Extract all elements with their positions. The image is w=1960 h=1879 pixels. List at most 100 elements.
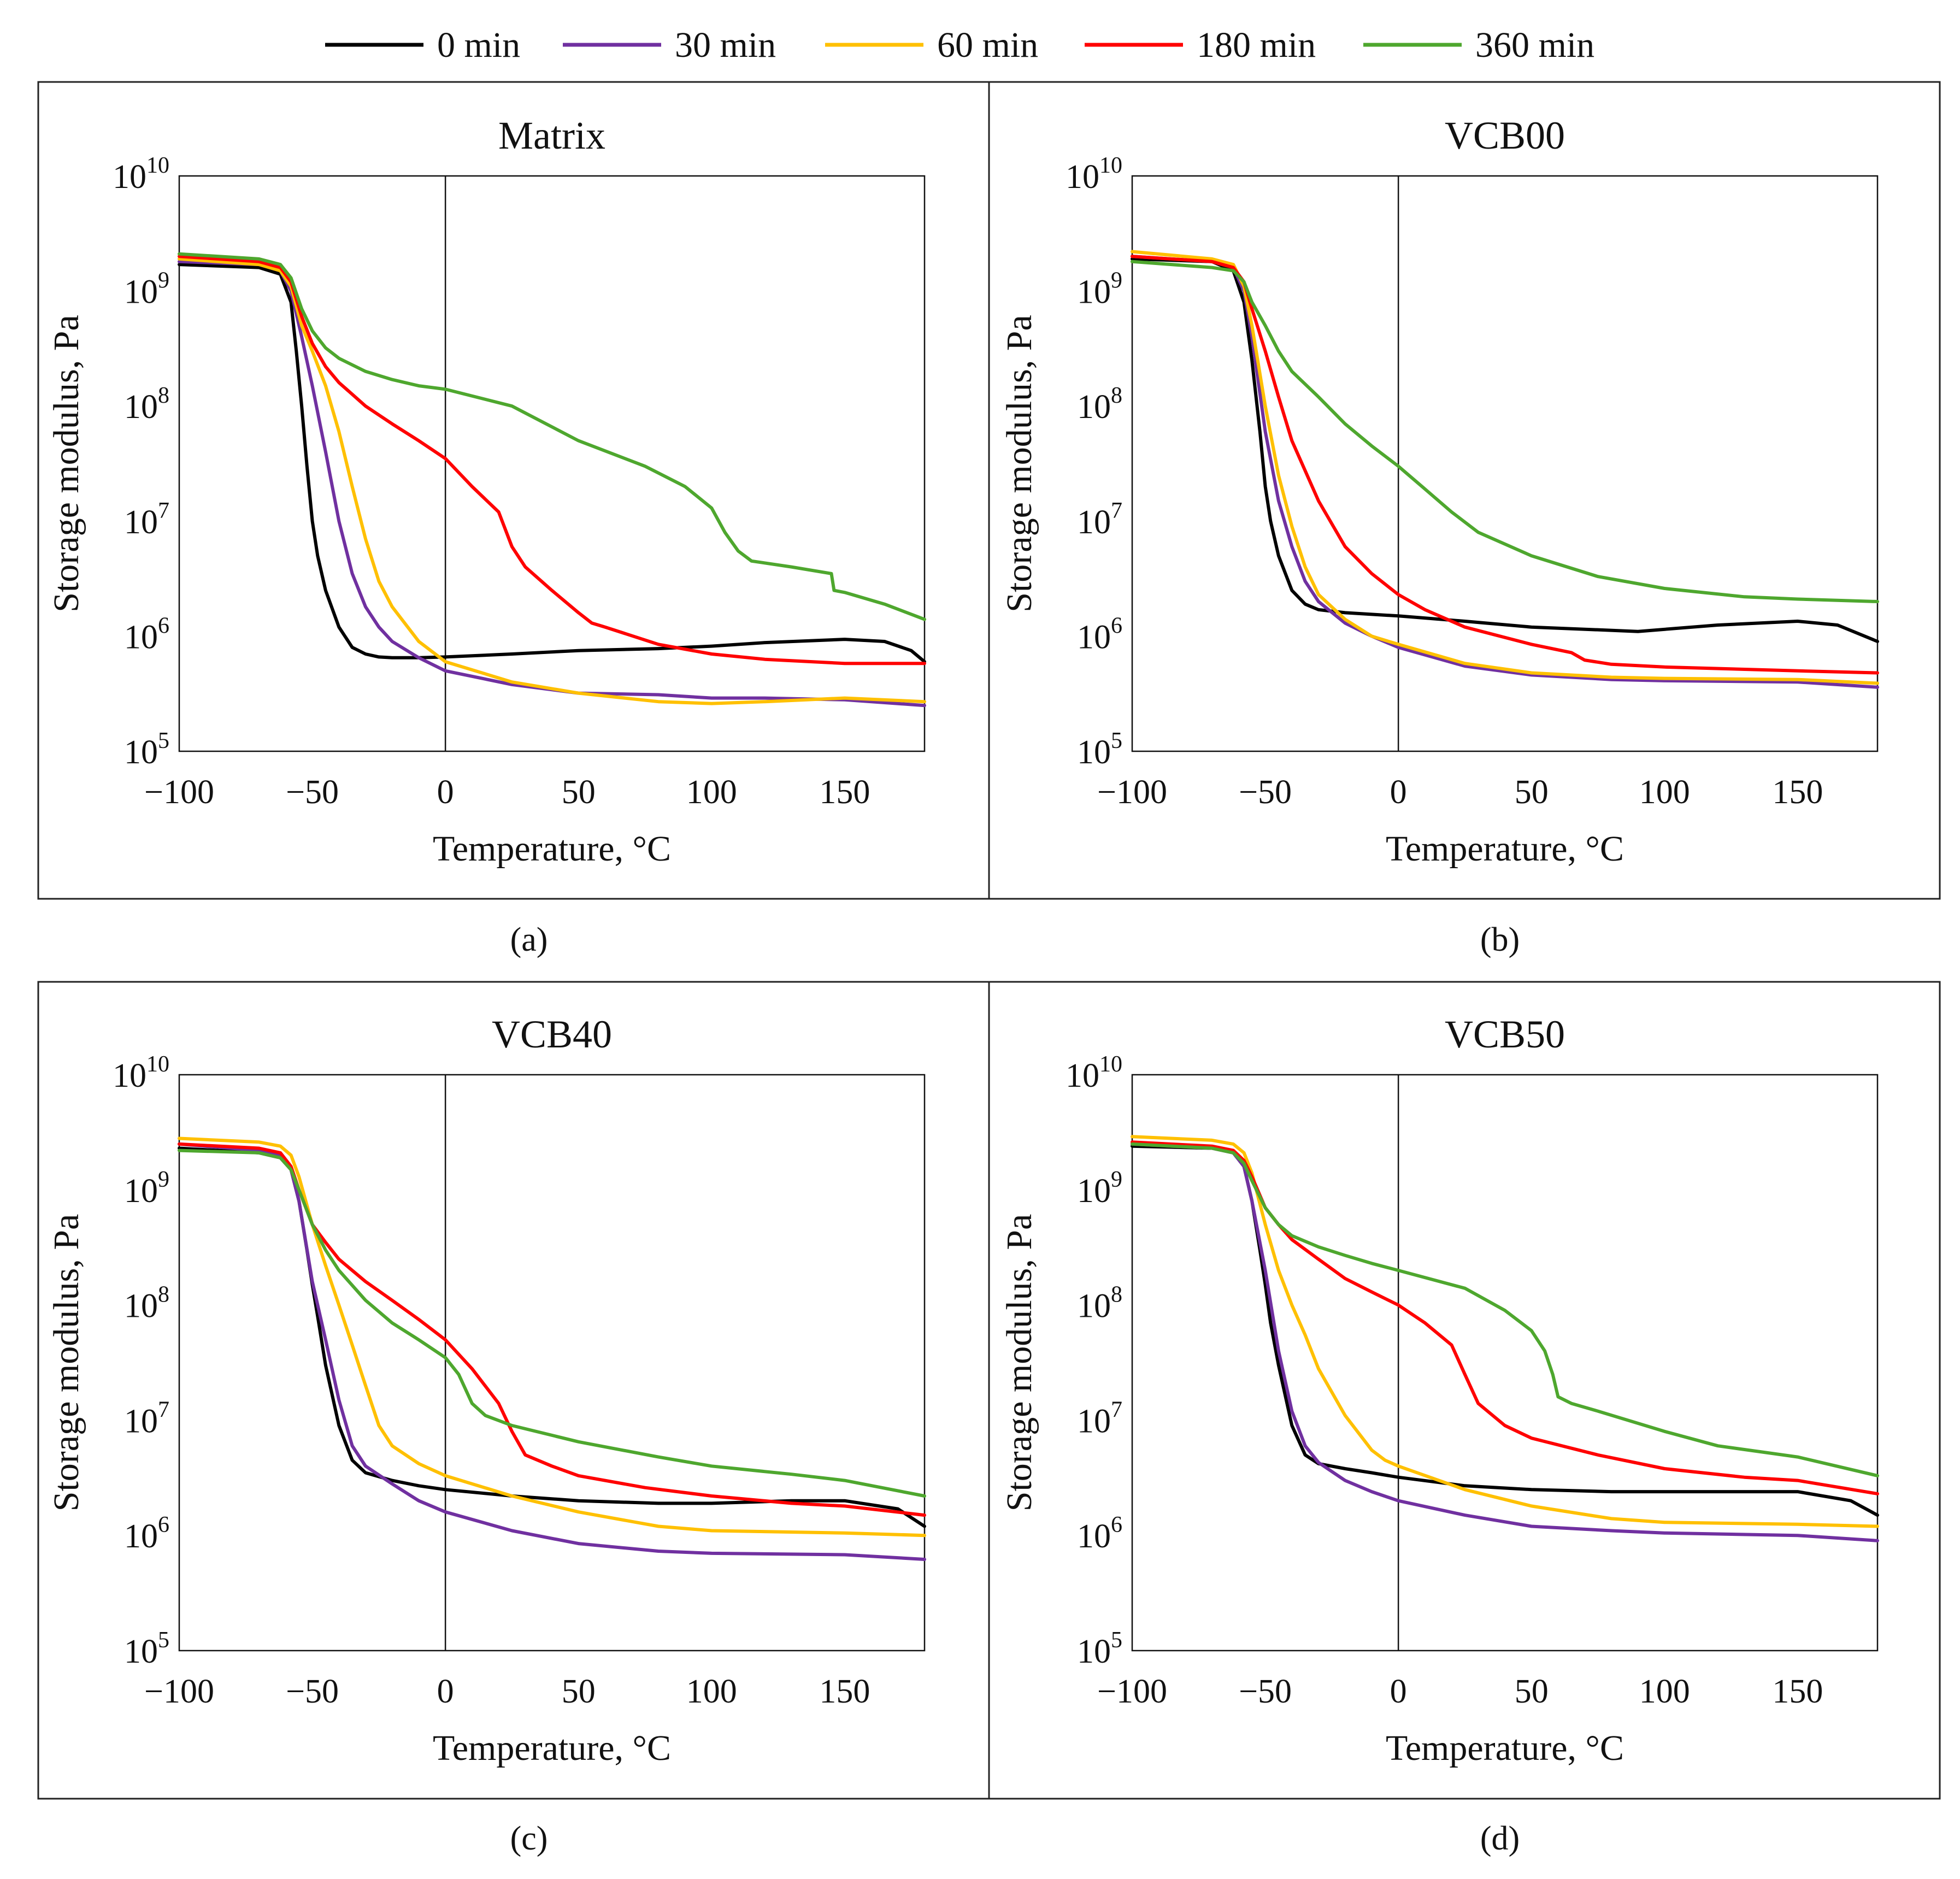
x-tick-label: 50 <box>1515 774 1549 811</box>
plot-area <box>1131 1074 1879 1652</box>
x-tick-label: −100 <box>1097 1673 1167 1710</box>
series-line-180min <box>178 255 926 665</box>
x-tick-label: −50 <box>286 774 339 811</box>
y-tick-label: 108 <box>124 383 169 426</box>
x-axis-label: Temperature, °C <box>1386 1728 1624 1768</box>
y-axis-label: Storage modulus, Pa <box>46 1214 86 1511</box>
x-tick-label: −50 <box>1239 774 1292 811</box>
chart-title: VCB00 <box>1445 114 1565 157</box>
series-line-360min <box>1131 1142 1879 1477</box>
x-tick-label: −100 <box>1097 774 1167 811</box>
plot-area <box>1131 175 1879 752</box>
legend-item-0min: 0 min <box>325 25 520 65</box>
series-line-360min <box>178 252 926 621</box>
x-tick-label: 0 <box>437 1673 454 1710</box>
x-tick-label: −50 <box>1239 1673 1292 1710</box>
y-tick-label: 108 <box>1077 383 1122 426</box>
chart-panel-vcb40: VCB40 −100 −50 0 50 100 150 105 106 107 108 109 1010… <box>46 1012 926 1768</box>
y-tick-label: 107 <box>124 498 169 541</box>
y-tick-label: 107 <box>1077 1397 1122 1440</box>
legend: 0 min 30 min 60 min 180 min 360 min <box>325 25 1594 65</box>
legend-label: 30 min <box>675 25 776 65</box>
legend-item-60min: 60 min <box>825 25 1038 65</box>
series-line-0min <box>1131 257 1879 643</box>
x-tick-label: −50 <box>286 1673 339 1710</box>
y-tick-label: 108 <box>1077 1282 1122 1325</box>
y-tick-label: 109 <box>124 268 169 311</box>
x-axis-label: Temperature, °C <box>1386 829 1624 869</box>
series-line-30min <box>178 1142 926 1561</box>
series-line-360min <box>178 1148 926 1498</box>
y-tick-label: 109 <box>1077 1167 1122 1210</box>
plot-area <box>178 175 926 752</box>
series-line-180min <box>1131 255 1879 675</box>
x-tick-label: 100 <box>1639 774 1690 811</box>
panel-caption-a: (a) <box>510 921 548 958</box>
chart-title: Matrix <box>498 114 605 157</box>
y-tick-label: 1010 <box>1066 1052 1122 1094</box>
chart-panel-matrix: Matrix −100 −50 0 50 100 150 105 106 107 108 109 101… <box>46 114 926 869</box>
series-line-30min <box>178 260 926 708</box>
series-line-180min <box>178 1142 926 1517</box>
chart-panels: Matrix −100 −50 0 50 100 150 105 106 107 108 109 101… <box>46 114 1879 1768</box>
panel-caption-d: (d) <box>1480 1820 1520 1857</box>
x-tick-label: 0 <box>437 774 454 811</box>
series-line-360min <box>1131 260 1879 603</box>
x-tick-label: 100 <box>686 1673 737 1710</box>
x-tick-label: 100 <box>1639 1673 1690 1710</box>
x-tick-label: −100 <box>144 1673 214 1710</box>
y-axis-label: Storage modulus, Pa <box>999 1214 1039 1511</box>
chart-title: VCB40 <box>492 1012 612 1056</box>
series-line-60min <box>1131 250 1879 685</box>
series-line-180min <box>1131 1140 1879 1495</box>
x-tick-label: −100 <box>144 774 214 811</box>
legend-item-180min: 180 min <box>1085 25 1316 65</box>
panel-caption-c: (c) <box>510 1820 548 1857</box>
y-tick-label: 109 <box>124 1167 169 1210</box>
x-tick-label: 150 <box>819 774 870 811</box>
y-tick-label: 105 <box>1077 728 1122 771</box>
y-axis-label: Storage modulus, Pa <box>999 315 1039 612</box>
y-axis-label: Storage modulus, Pa <box>46 315 86 612</box>
y-tick-label: 1010 <box>113 1052 169 1094</box>
legend-label: 0 min <box>437 25 520 65</box>
y-tick-label: 105 <box>124 728 169 771</box>
chart-title: VCB50 <box>1445 1012 1565 1056</box>
y-tick-label: 106 <box>124 613 169 656</box>
series-line-0min <box>178 263 926 664</box>
x-tick-label: 150 <box>1772 1673 1823 1710</box>
y-tick-label: 105 <box>1077 1628 1122 1670</box>
x-axis-label: Temperature, °C <box>433 1728 671 1768</box>
legend-label: 60 min <box>937 25 1038 65</box>
y-tick-label: 106 <box>1077 613 1122 656</box>
y-tick-label: 107 <box>124 1397 169 1440</box>
series-line-60min <box>178 1136 926 1538</box>
legend-item-360min: 360 min <box>1363 25 1594 65</box>
chart-panel-vcb00: VCB00 −100 −50 0 50 100 150 105 106 107 108 109 1010… <box>999 114 1879 869</box>
y-tick-label: 1010 <box>1066 153 1122 196</box>
x-tick-label: 100 <box>686 774 737 811</box>
x-axis-label: Temperature, °C <box>433 829 671 869</box>
series-line-0min <box>1131 1144 1879 1517</box>
x-tick-label: 50 <box>562 1673 596 1710</box>
series-line-60min <box>1131 1135 1879 1528</box>
chart-panel-vcb50: VCB50 −100 −50 0 50 100 150 105 106 107 108 109 1010… <box>999 1012 1879 1768</box>
series-line-30min <box>1131 1142 1879 1542</box>
series-line-60min <box>178 257 926 705</box>
series-line-0min <box>178 1146 926 1528</box>
y-tick-label: 1010 <box>113 153 169 196</box>
plot-area <box>178 1074 926 1652</box>
y-tick-label: 109 <box>1077 268 1122 311</box>
y-tick-label: 105 <box>124 1628 169 1670</box>
panel-caption-b: (b) <box>1480 921 1520 958</box>
x-tick-label: 0 <box>1390 1673 1407 1710</box>
x-tick-label: 0 <box>1390 774 1407 811</box>
y-tick-label: 106 <box>1077 1512 1122 1555</box>
x-tick-label: 150 <box>1772 774 1823 811</box>
legend-label: 360 min <box>1475 25 1594 65</box>
legend-item-30min: 30 min <box>563 25 776 65</box>
x-tick-label: 50 <box>1515 1673 1549 1710</box>
x-tick-label: 50 <box>562 774 596 811</box>
x-tick-label: 150 <box>819 1673 870 1710</box>
